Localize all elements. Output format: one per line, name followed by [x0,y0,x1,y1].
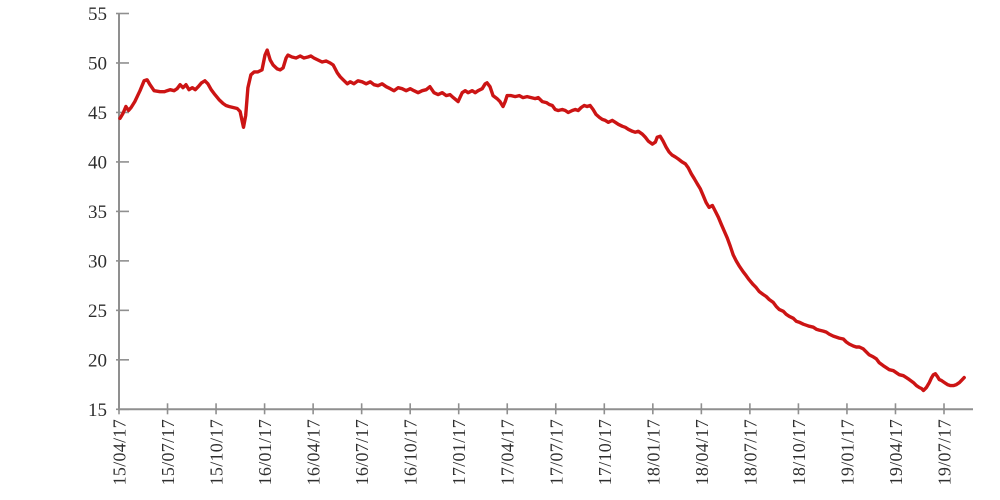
x-tick-label: 17/07/17 [546,419,566,485]
x-tick-label: 19/01/17 [837,419,857,485]
x-tick-label: 15/07/17 [158,419,178,485]
y-tick-label: 35 [88,202,107,223]
x-tick-label: 19/07/17 [935,419,955,485]
x-tick-label: 15/04/17 [110,419,130,485]
x-tick-label: 18/04/17 [692,419,712,485]
x-tick-label: 19/04/17 [886,419,906,485]
x-tick-label: 18/07/17 [740,419,760,485]
y-tick-label: 50 [88,53,107,74]
x-tick-label: 15/10/17 [207,419,227,485]
y-tick-label: 15 [88,400,107,421]
y-tick-label: 30 [88,251,107,272]
y-tick-label: 20 [88,350,107,371]
y-tick-label: 55 [88,4,107,25]
data-line-series-1 [118,48,966,393]
x-tick-label: 17/10/17 [595,419,615,485]
x-tick-label: 16/01/17 [255,419,275,485]
y-tick-label: 40 [88,152,107,173]
x-tick-label: 17/04/17 [498,419,518,485]
y-tick-label: 25 [88,301,107,322]
x-tick-label: 18/10/17 [789,419,809,485]
x-tick-label: 16/07/17 [352,419,372,485]
x-tick-label: 16/04/17 [304,419,324,485]
y-tick-label: 45 [88,103,107,124]
x-tick-label: 16/10/17 [401,419,421,485]
x-tick-label: 18/01/17 [643,419,663,485]
x-tick-label: 17/01/17 [449,419,469,485]
